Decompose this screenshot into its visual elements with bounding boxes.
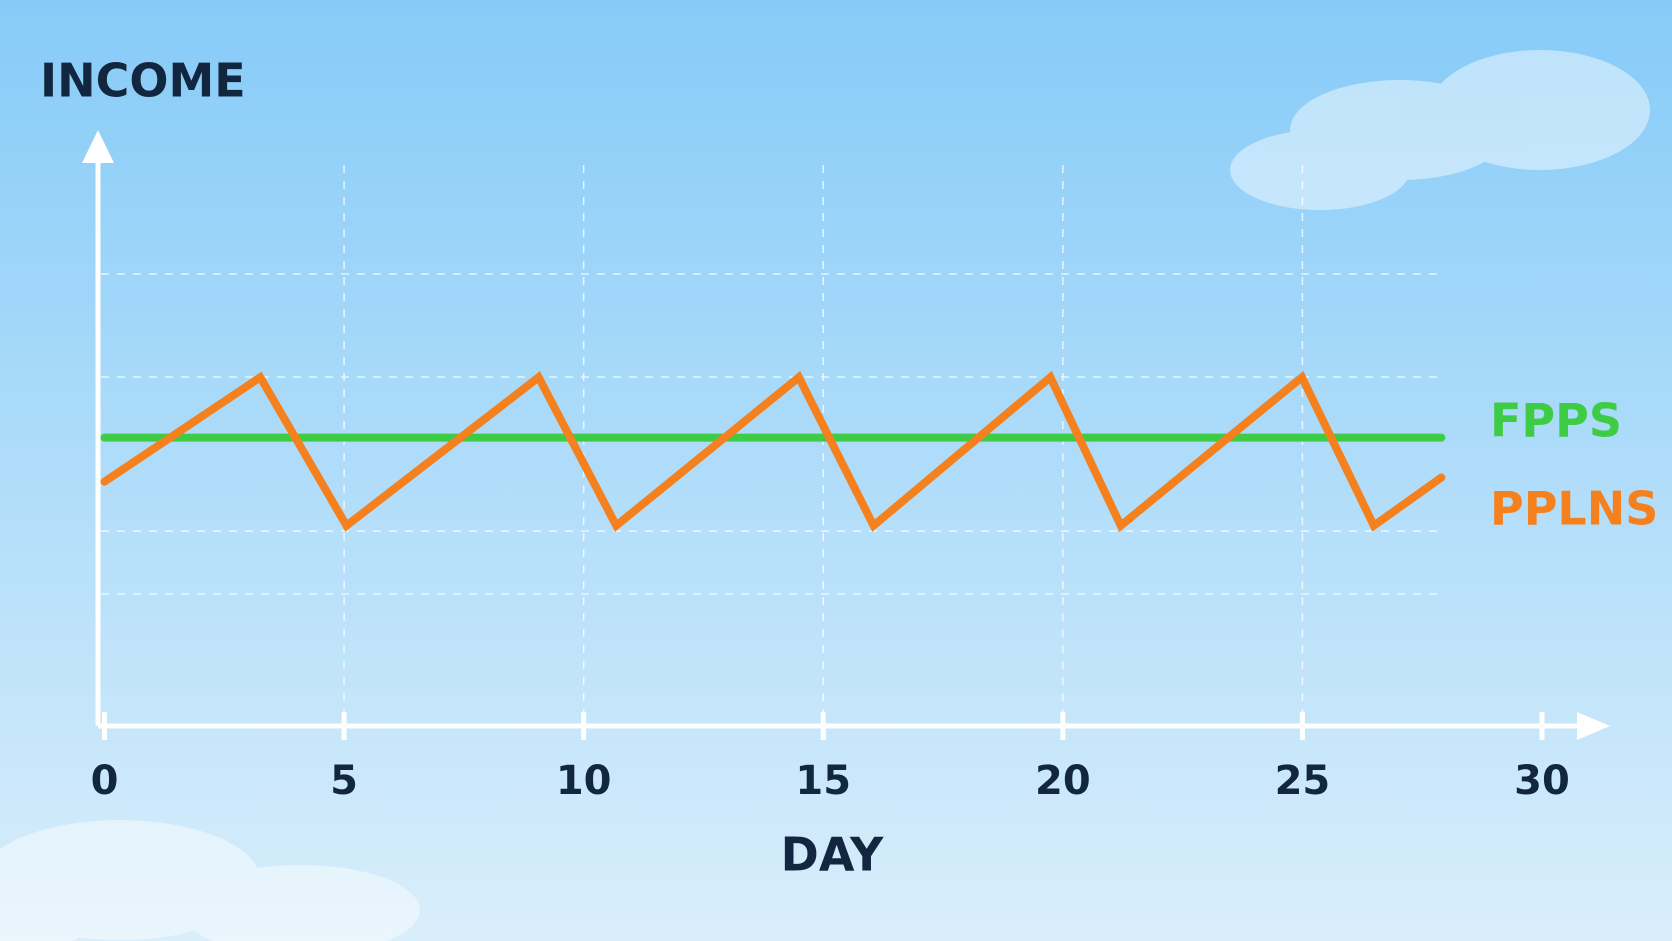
clouds	[0, 50, 1650, 941]
x-tick-label: 10	[556, 758, 612, 804]
legend-label: PPLNS	[1490, 482, 1658, 536]
y-axis-arrow	[82, 130, 114, 163]
axes	[95, 150, 1590, 729]
x-tick-label: 25	[1275, 758, 1331, 804]
y-axis-label: INCOME	[40, 54, 246, 108]
x-axis-label: DAY	[781, 828, 884, 882]
grid-layer	[343, 165, 1304, 725]
x-tick-label: 15	[795, 758, 851, 804]
line-series	[100, 370, 1446, 532]
x-axis-arrow	[1577, 712, 1610, 740]
legend-label: FPPS	[1490, 394, 1622, 448]
x-tick-label: 5	[330, 758, 358, 804]
mark-layer: 0 5 10 15 20 25 30 FPPS PPLNS	[91, 370, 1658, 804]
x-tick-label: 30	[1514, 758, 1570, 804]
x-tick-label: 0	[91, 758, 119, 804]
x-tick-label: 20	[1035, 758, 1091, 804]
